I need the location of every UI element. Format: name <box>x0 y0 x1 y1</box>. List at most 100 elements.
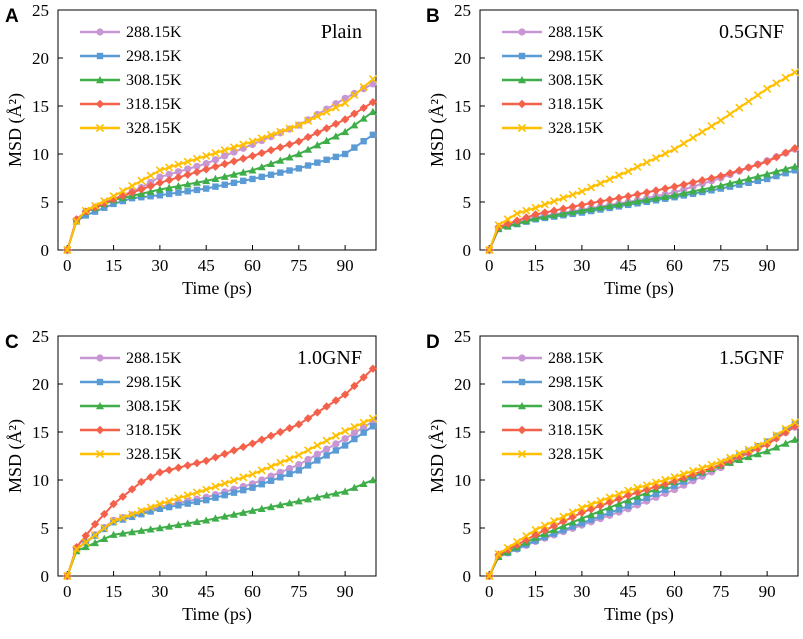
x-tick-label: 45 <box>620 256 637 275</box>
data-point <box>146 181 155 191</box>
data-point <box>137 477 146 487</box>
data-point <box>221 491 228 499</box>
data-point <box>735 103 744 112</box>
data-point <box>230 489 238 496</box>
data-point <box>240 486 247 494</box>
data-point <box>688 178 698 187</box>
data-point <box>165 163 174 172</box>
data-series <box>63 75 378 255</box>
legend-marker <box>518 354 526 362</box>
data-point <box>294 150 303 158</box>
x-tick-label: 0 <box>63 256 72 275</box>
data-point <box>559 522 568 530</box>
y-tick-label: 25 <box>32 327 49 346</box>
series-line <box>488 438 796 577</box>
data-point <box>559 193 568 203</box>
data-point <box>503 219 512 229</box>
data-point <box>211 148 220 158</box>
y-tick-label: 10 <box>32 471 49 490</box>
data-point <box>485 245 494 255</box>
data-point <box>549 206 559 215</box>
data-point <box>164 465 174 475</box>
data-point <box>294 420 304 429</box>
legend-marker <box>95 123 105 133</box>
data-point <box>314 457 321 464</box>
data-point <box>698 463 707 472</box>
data-point <box>285 140 294 149</box>
legend-label: 308.15K <box>126 398 182 415</box>
data-point <box>267 171 275 178</box>
legend: 288.15K 298.15K 308.15K 318.15K 328.15K <box>502 350 604 463</box>
data-point <box>341 426 350 436</box>
y-tick-label: 10 <box>454 145 471 164</box>
data-point <box>716 116 725 125</box>
data-point <box>257 504 266 512</box>
data-point <box>239 140 248 149</box>
data-point <box>137 185 146 194</box>
data-point <box>587 516 595 523</box>
data-point <box>332 447 340 454</box>
legend-label: 288.15K <box>548 24 604 41</box>
data-point <box>772 443 781 451</box>
data-point <box>753 441 762 450</box>
data-point <box>221 152 229 160</box>
data-point <box>72 545 81 554</box>
data-point <box>624 198 633 207</box>
data-point <box>81 531 90 540</box>
data-point <box>183 461 192 470</box>
data-point <box>155 178 165 187</box>
data-point <box>240 177 247 185</box>
data-point <box>350 109 359 118</box>
series-line <box>488 169 796 251</box>
data-point <box>596 507 605 515</box>
data-point <box>193 498 201 506</box>
data-point <box>285 454 294 463</box>
data-point <box>220 449 229 459</box>
legend-label: 318.15K <box>548 96 604 113</box>
data-point <box>341 442 349 449</box>
data-point <box>156 192 164 199</box>
data-point <box>192 458 202 468</box>
data-point <box>202 176 211 185</box>
series-318-15k <box>63 97 378 255</box>
x-tick-label: 30 <box>151 256 168 275</box>
data-point <box>183 180 192 188</box>
legend: 288.15K 298.15K 308.15K 318.15K 328.15K <box>80 350 182 463</box>
data-point <box>137 176 146 185</box>
data-point <box>137 506 146 515</box>
data-point <box>368 476 377 484</box>
data-point <box>109 192 118 201</box>
data-point <box>512 537 522 546</box>
data-point <box>294 121 303 130</box>
series-line <box>488 421 796 577</box>
data-point <box>110 200 117 208</box>
data-point <box>248 506 257 514</box>
data-point <box>763 170 772 178</box>
data-point <box>772 153 781 162</box>
data-point <box>512 540 522 549</box>
x-tick-label: 0 <box>485 582 494 601</box>
data-point <box>596 496 605 505</box>
data-point <box>651 153 661 163</box>
data-point <box>313 408 322 417</box>
data-point <box>772 167 781 175</box>
data-point <box>781 73 790 82</box>
legend-label: 298.15K <box>126 48 182 65</box>
series-308-15k <box>63 107 377 254</box>
data-point <box>369 131 377 138</box>
data-point <box>146 171 155 180</box>
data-point <box>744 174 753 182</box>
y-tick-label: 20 <box>32 375 49 394</box>
legend-marker <box>96 354 104 362</box>
data-point <box>531 525 540 534</box>
data-point <box>155 166 164 175</box>
data-point <box>744 163 753 172</box>
data-point <box>277 474 284 481</box>
data-point <box>229 446 239 455</box>
series-328-15k <box>63 414 377 581</box>
data-point <box>118 529 127 537</box>
data-point <box>643 494 650 502</box>
panel-d: D 0 5 10 15 20 25 0 15 30 45 60 75 90 Time (ps) MSD (Å²… <box>426 327 800 625</box>
legend-marker <box>95 425 105 435</box>
data-point <box>211 514 220 522</box>
